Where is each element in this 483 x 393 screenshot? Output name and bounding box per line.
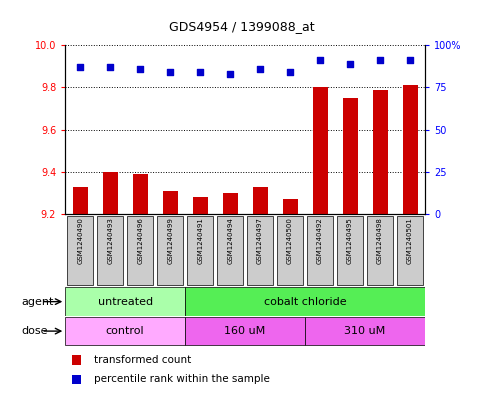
Bar xyxy=(185,317,305,345)
Point xyxy=(196,69,204,75)
Text: 160 uM: 160 uM xyxy=(225,326,266,336)
Bar xyxy=(163,191,178,214)
Text: GSM1240501: GSM1240501 xyxy=(407,217,413,264)
Point xyxy=(136,66,144,72)
Bar xyxy=(187,216,213,285)
Text: GSM1240490: GSM1240490 xyxy=(77,217,83,264)
Point xyxy=(76,64,84,70)
Point xyxy=(286,69,294,75)
Bar xyxy=(65,317,185,345)
Text: GSM1240492: GSM1240492 xyxy=(317,217,323,264)
Point xyxy=(346,61,354,67)
Text: dose: dose xyxy=(22,326,48,336)
Bar xyxy=(307,216,333,285)
Bar xyxy=(103,172,118,214)
Bar xyxy=(337,216,363,285)
Text: GSM1240500: GSM1240500 xyxy=(287,217,293,264)
Bar xyxy=(73,187,88,214)
Bar xyxy=(193,197,208,214)
Bar xyxy=(223,193,238,214)
Bar xyxy=(68,216,93,285)
Text: transformed count: transformed count xyxy=(94,354,191,365)
Bar xyxy=(247,216,273,285)
Point xyxy=(406,57,414,64)
Bar xyxy=(398,216,423,285)
Bar xyxy=(65,287,185,316)
Point xyxy=(226,71,234,77)
Point xyxy=(256,66,264,72)
Text: GSM1240499: GSM1240499 xyxy=(167,217,173,264)
Text: untreated: untreated xyxy=(98,297,153,307)
Text: 310 uM: 310 uM xyxy=(344,326,386,336)
Point xyxy=(316,57,324,64)
Bar xyxy=(277,216,303,285)
Bar xyxy=(372,90,387,214)
Bar xyxy=(313,87,327,214)
Text: percentile rank within the sample: percentile rank within the sample xyxy=(94,374,270,384)
Bar xyxy=(367,216,393,285)
Text: GSM1240498: GSM1240498 xyxy=(377,217,383,264)
Bar xyxy=(157,216,183,285)
Bar xyxy=(283,199,298,214)
Text: GSM1240491: GSM1240491 xyxy=(197,217,203,264)
Text: GSM1240497: GSM1240497 xyxy=(257,217,263,264)
Bar xyxy=(402,85,417,214)
Bar xyxy=(253,187,268,214)
Text: control: control xyxy=(106,326,144,336)
Point xyxy=(166,69,174,75)
Bar xyxy=(72,355,82,365)
Text: cobalt chloride: cobalt chloride xyxy=(264,297,346,307)
Bar xyxy=(133,174,148,214)
Text: agent: agent xyxy=(22,297,54,307)
Bar xyxy=(128,216,153,285)
Point xyxy=(376,57,384,64)
Text: GSM1240493: GSM1240493 xyxy=(107,217,113,264)
Bar xyxy=(98,216,123,285)
Point xyxy=(106,64,114,70)
Bar xyxy=(305,317,425,345)
Text: GSM1240494: GSM1240494 xyxy=(227,217,233,264)
Bar xyxy=(217,216,243,285)
Text: GSM1240496: GSM1240496 xyxy=(137,217,143,264)
Bar xyxy=(185,287,425,316)
Bar xyxy=(72,375,82,384)
Text: GSM1240495: GSM1240495 xyxy=(347,217,353,264)
Text: GDS4954 / 1399088_at: GDS4954 / 1399088_at xyxy=(169,20,314,33)
Bar xyxy=(342,98,357,214)
